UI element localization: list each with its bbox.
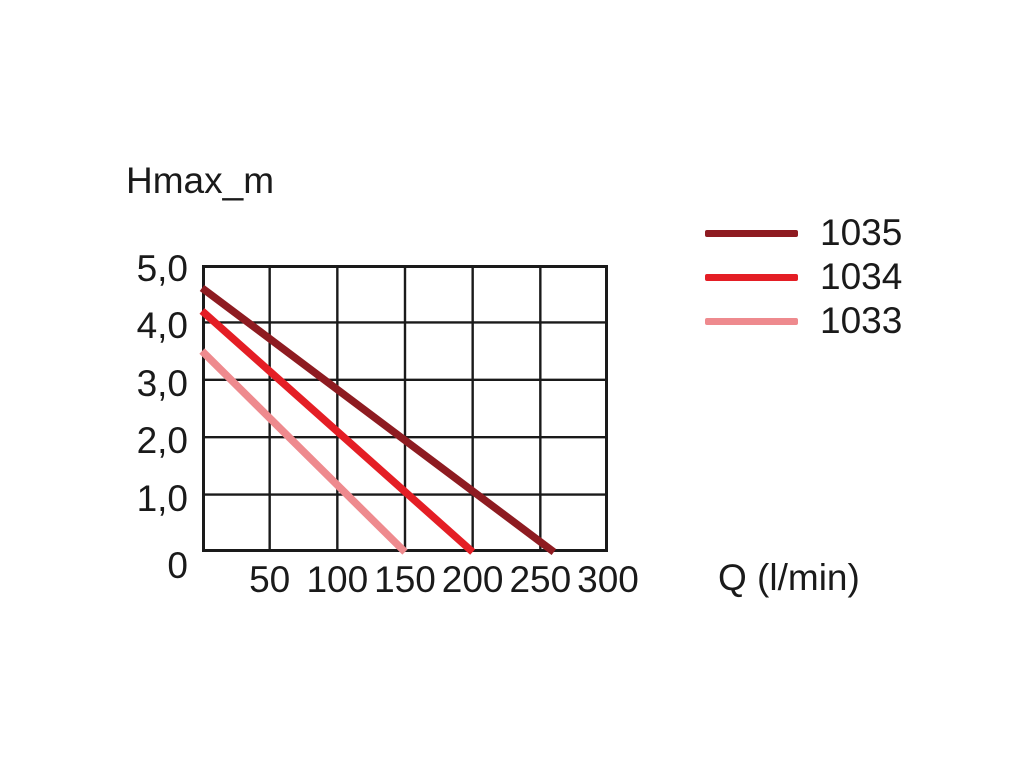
y-tick-label: 3,0 xyxy=(136,362,188,404)
legend-item-1033: 1033 xyxy=(705,299,902,343)
y-tick-label: 5,0 xyxy=(136,248,188,289)
legend: 1035 1034 1033 xyxy=(705,211,902,343)
x-tick-label: 200 xyxy=(441,559,504,600)
chart-title: Hmax_m xyxy=(126,160,275,201)
y-tick-label: 2,0 xyxy=(136,420,188,462)
legend-label: 1035 xyxy=(820,212,903,253)
x-axis-label: Q (l/min) xyxy=(718,557,860,598)
y-tick-label: 4,0 xyxy=(136,305,188,347)
plot-area xyxy=(199,265,608,555)
x-tick-label: 50 xyxy=(249,559,291,600)
legend-label: 1033 xyxy=(820,300,903,341)
x-tick-label: 250 xyxy=(509,559,572,600)
x-tick-label: 150 xyxy=(374,559,436,600)
series-line-1033 xyxy=(199,348,408,555)
series-line-1035 xyxy=(199,284,557,555)
plot-grid-and-curves xyxy=(199,265,608,555)
x-tick-label: 100 xyxy=(306,559,369,600)
legend-swatch-1033 xyxy=(705,317,798,325)
y-tick-label: 1,0 xyxy=(136,477,188,519)
legend-item-1035: 1035 xyxy=(705,211,902,255)
legend-label: 1034 xyxy=(820,256,903,297)
series-line-1034 xyxy=(199,308,476,555)
legend-item-1034: 1034 xyxy=(705,255,902,299)
x-tick-label: 300 xyxy=(577,559,639,600)
y-tick-label: 0 xyxy=(167,545,188,586)
legend-swatch-1035 xyxy=(705,229,798,237)
legend-swatch-1034 xyxy=(705,273,798,281)
